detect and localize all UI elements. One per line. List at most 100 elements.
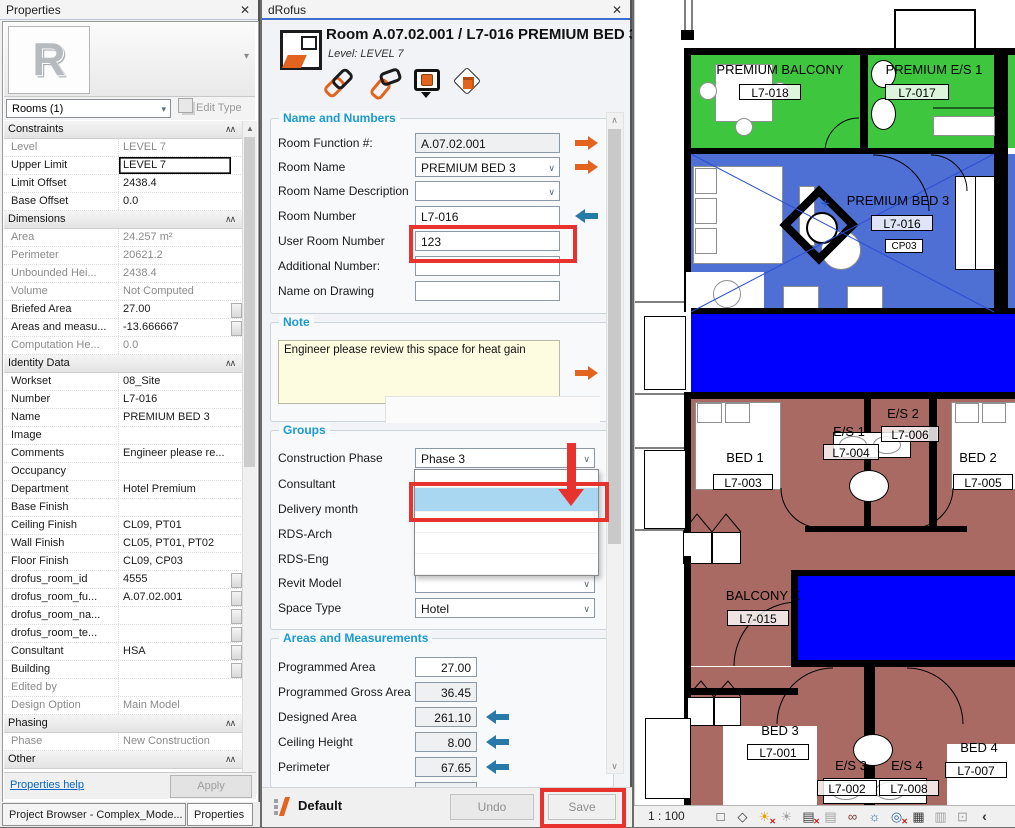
collapse-chevron-icon[interactable]: ∧∧ — [225, 718, 236, 728]
corridor-1[interactable] — [691, 314, 1015, 392]
ellipsis-button[interactable] — [231, 591, 242, 606]
visual-style-icon[interactable]: ◇ — [737, 809, 748, 824]
close-icon[interactable]: ✕ — [239, 3, 251, 17]
scrollbar-thumb[interactable] — [608, 129, 621, 544]
ellipsis-button[interactable] — [231, 645, 242, 660]
property-value[interactable]: 0.0 — [118, 337, 231, 354]
property-value[interactable]: Engineer please re... — [118, 445, 231, 462]
push-to-model-icon[interactable] — [412, 68, 442, 98]
dropdown-option[interactable] — [415, 470, 598, 488]
dropdown-option[interactable] — [415, 533, 598, 554]
close-icon[interactable]: ✕ — [611, 3, 623, 17]
open-in-drofus-icon[interactable] — [452, 66, 484, 98]
property-row[interactable]: Upper Limit ∧∧ LEVEL 7 — [4, 157, 243, 175]
property-value[interactable] — [118, 607, 231, 624]
property-row[interactable]: Limit Offset ∧∧ 2438.4 — [4, 175, 243, 193]
programmed-area-field[interactable]: 27.00 — [415, 657, 477, 677]
collapse-chevron-icon[interactable]: ∧∧ — [225, 124, 236, 134]
property-value[interactable]: New Construction — [118, 733, 231, 750]
property-value[interactable] — [118, 625, 231, 642]
property-row[interactable]: Comments ∧∧ Engineer please re... — [4, 445, 243, 463]
collapse-chevron-icon[interactable]: ∧∧ — [225, 754, 236, 764]
property-row[interactable]: Phasing ∧∧ — [4, 715, 243, 733]
property-row[interactable]: Area ∧∧ 24.257 m² — [4, 229, 243, 247]
dropdown-option[interactable] — [415, 512, 598, 533]
property-row[interactable]: Unbounded Hei... ∧∧ 2438.4 — [4, 265, 243, 283]
property-row[interactable]: Department ∧∧ Hotel Premium — [4, 481, 243, 499]
scroll-up-icon[interactable]: ∧ — [611, 115, 618, 125]
property-value[interactable]: CL05, PT01, PT02 — [118, 535, 231, 552]
unlink-icon[interactable] — [370, 68, 400, 98]
save-button[interactable]: Save — [548, 794, 616, 820]
property-value[interactable] — [118, 463, 231, 480]
shadows-icon[interactable]: ☀ — [780, 809, 793, 824]
ellipsis-button[interactable] — [231, 663, 242, 678]
property-value[interactable]: 08_Site — [118, 373, 231, 390]
drofus-scrollbar[interactable]: ∧ ∨ — [606, 112, 624, 774]
tab-properties[interactable]: Properties — [187, 803, 253, 826]
property-row[interactable]: drofus_room_fu... ∧∧ A.07.02.001 — [4, 589, 243, 607]
property-value[interactable]: 2438.4 — [118, 265, 231, 282]
property-value[interactable] — [118, 679, 231, 696]
property-row[interactable]: Name ∧∧ PREMIUM BED 3 — [4, 409, 243, 427]
ceiling-height-field[interactable]: 8.00 — [415, 732, 477, 752]
ellipsis-button[interactable] — [231, 627, 242, 642]
property-row[interactable]: Computation He... ∧∧ 0.0 — [4, 337, 243, 355]
profile-name[interactable]: Default — [298, 798, 343, 813]
scroll-up-icon[interactable]: ▲ — [246, 124, 254, 133]
property-row[interactable]: Phase ∧∧ New Construction — [4, 733, 243, 751]
property-row[interactable]: Constraints ∧∧ — [4, 121, 243, 139]
property-row[interactable]: Floor Finish ∧∧ CL09, CP03 — [4, 553, 243, 571]
property-row[interactable]: Image ∧∧ — [4, 427, 243, 445]
name-on-drawing-field[interactable] — [415, 281, 560, 301]
ellipsis-button[interactable] — [231, 303, 242, 318]
property-value[interactable]: 24.257 m² — [118, 229, 231, 246]
space-type-combo[interactable]: Hotel ∨ — [415, 598, 595, 618]
property-row[interactable]: Consultant ∧∧ HSA — [4, 643, 243, 661]
collapse-chevron-icon[interactable]: ∧∧ — [225, 358, 236, 368]
property-row[interactable]: Workset ∧∧ 08_Site — [4, 373, 243, 391]
dropdown-option[interactable] — [415, 554, 598, 575]
property-row[interactable]: Base Offset ∧∧ 0.0 — [4, 193, 243, 211]
temporary-hide-isolate-icon[interactable]: ∞ — [847, 809, 858, 824]
crop-view-icon[interactable]: ▤ ✕ — [802, 809, 820, 826]
property-row[interactable]: Other ∧∧ — [4, 751, 243, 769]
dimension-lock-icon[interactable]: ⊡ — [957, 809, 968, 824]
property-value[interactable] — [118, 427, 231, 444]
property-value[interactable]: L7-016 — [118, 391, 231, 408]
pull-arrow-icon[interactable] — [486, 760, 510, 774]
room-name-description-combo[interactable]: ∨ — [415, 181, 560, 201]
scrollbar-thumb[interactable] — [244, 137, 255, 467]
property-row[interactable]: Edited by ∧∧ — [4, 679, 243, 697]
corridor-2[interactable] — [798, 576, 1015, 660]
scroll-down-icon[interactable]: ∨ — [611, 761, 618, 771]
construction-phase-combo[interactable]: Phase 3 ∨ — [415, 448, 595, 468]
designed-area-field[interactable]: 261.10 — [415, 707, 477, 727]
property-value[interactable]: Not Computed — [118, 283, 231, 300]
chevron-down-icon[interactable]: ▾ — [243, 51, 249, 62]
push-arrow-icon[interactable] — [575, 366, 599, 380]
property-row[interactable]: Briefed Area ∧∧ 27.00 — [4, 301, 243, 319]
room-function-field[interactable]: A.07.02.001 — [415, 133, 560, 153]
property-value[interactable]: -13.666667 — [118, 319, 231, 336]
revit-model-combo[interactable]: ∨ — [415, 573, 595, 593]
properties-scrollbar[interactable]: ▲ ▼ — [242, 121, 257, 794]
room-name-combo[interactable]: PREMIUM BED 3 ∨ — [415, 157, 560, 177]
property-value[interactable] — [118, 661, 231, 678]
property-row[interactable]: Volume ∧∧ Not Computed — [4, 283, 243, 301]
note-textarea[interactable]: Engineer please review this space for he… — [278, 340, 560, 404]
property-row[interactable]: drofus_room_id ∧∧ 4555 — [4, 571, 243, 589]
push-arrow-icon[interactable] — [575, 136, 599, 150]
collapse-icon[interactable]: ‹ — [982, 808, 987, 824]
ellipsis-button[interactable] — [231, 321, 242, 336]
properties-help-link[interactable]: Properties help — [10, 779, 84, 791]
show-crop-region-icon[interactable]: ▤ — [824, 809, 837, 824]
property-row[interactable]: Identity Data ∧∧ — [4, 355, 243, 373]
property-value[interactable]: LEVEL 7 — [118, 139, 231, 156]
apply-button[interactable]: Apply — [170, 775, 252, 798]
tab-project-browser[interactable]: Project Browser - Complex_Mode... — [2, 803, 186, 826]
property-row[interactable]: Level ∧∧ LEVEL 7 — [4, 139, 243, 157]
property-row[interactable]: drofus_room_te... ∧∧ — [4, 625, 243, 643]
property-row[interactable]: Occupancy ∧∧ — [4, 463, 243, 481]
pull-arrow-icon[interactable] — [486, 710, 510, 724]
